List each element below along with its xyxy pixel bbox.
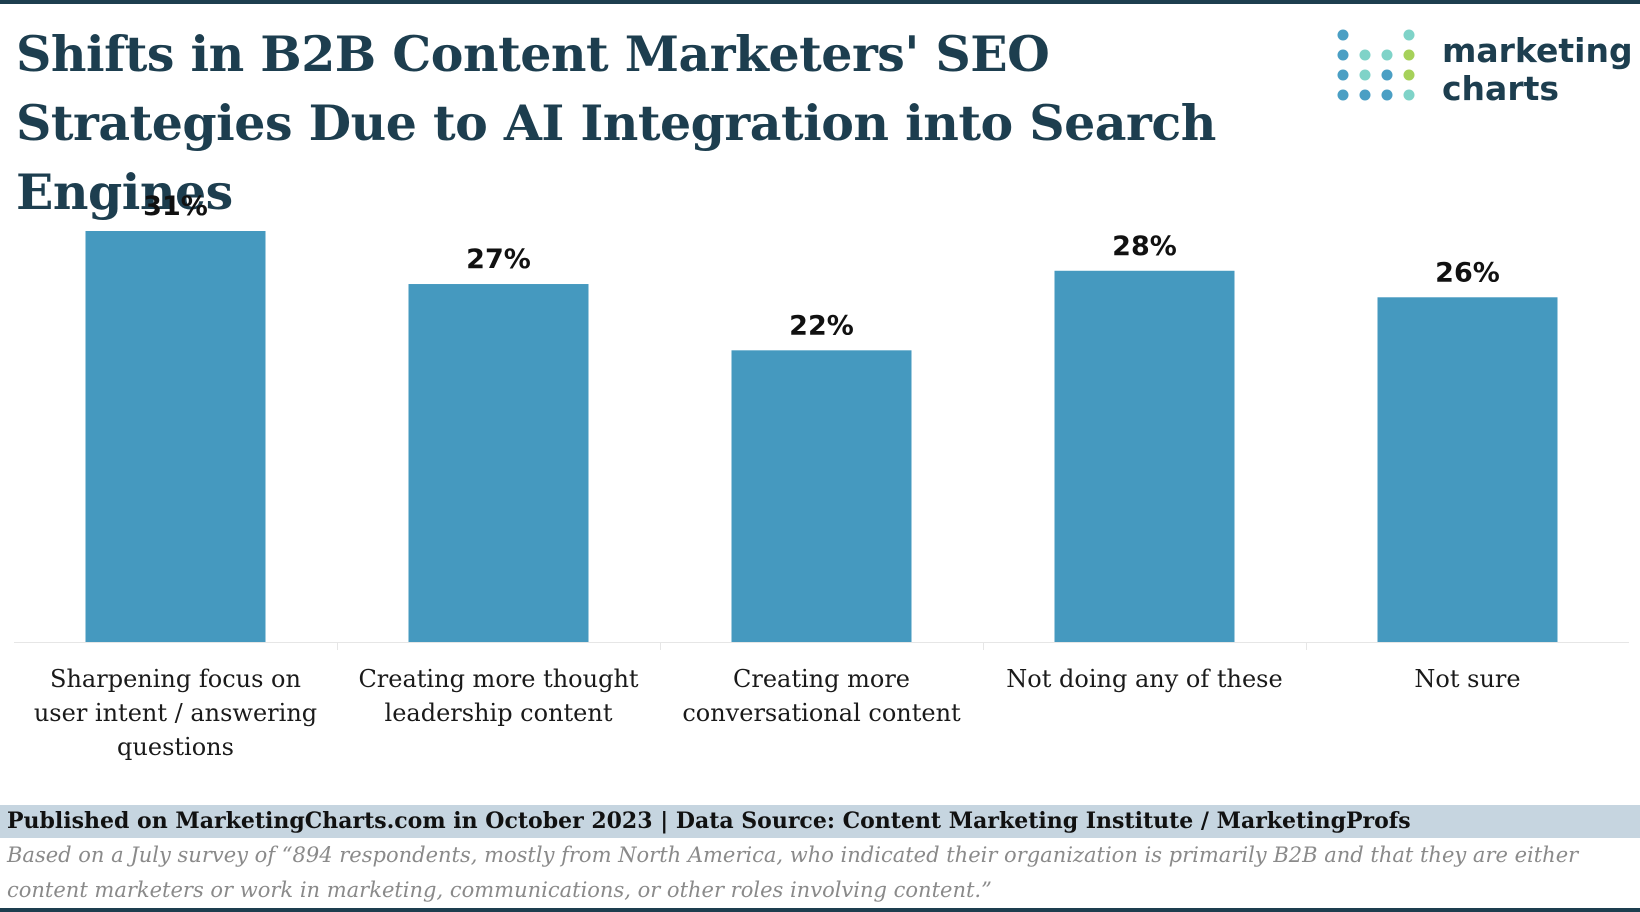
category-label-2: Creating more thought xyxy=(358,665,638,693)
bottom-rule xyxy=(0,908,1640,912)
marketingcharts-logo: marketing charts xyxy=(1336,28,1636,108)
category-label-4: Not doing any of these xyxy=(1006,665,1282,693)
footer-bar xyxy=(0,805,1640,838)
bar-chart: 31% Sharpening focus on user intent / answ… xyxy=(14,191,1629,761)
value-label-1: 31% xyxy=(143,191,208,222)
logo-dots-icon xyxy=(1337,29,1415,101)
category-label-5: Not sure xyxy=(1414,665,1520,693)
value-label-4: 28% xyxy=(1112,231,1177,262)
logo-line-2: charts xyxy=(1442,69,1560,108)
bar-3 xyxy=(731,350,912,642)
category-label-1: questions xyxy=(117,733,234,761)
category-label-3: Creating more xyxy=(733,665,910,693)
footer-note: Based on a July survey of “894 responden… xyxy=(7,843,1579,902)
value-label-5: 26% xyxy=(1435,257,1500,288)
bar-5 xyxy=(1377,297,1558,642)
bar-2 xyxy=(408,284,589,642)
value-label-2: 27% xyxy=(466,244,531,275)
category-label-1: Sharpening focus on xyxy=(50,665,301,693)
logo-line-1: marketing xyxy=(1442,31,1633,70)
footer-source: Published on MarketingCharts.com in Octo… xyxy=(7,808,1411,834)
category-label-1: user intent / answering xyxy=(34,699,317,727)
bar-4 xyxy=(1054,270,1235,642)
bar-1 xyxy=(85,231,266,642)
logo-text: marketing charts xyxy=(1442,32,1633,108)
chart-title: Shifts in B2B Content Marketers' SEO Str… xyxy=(16,25,1216,221)
value-label-3: 22% xyxy=(789,310,854,341)
category-label-2: leadership content xyxy=(385,699,613,727)
category-label-3: conversational content xyxy=(682,699,961,727)
top-rule xyxy=(0,0,1640,4)
